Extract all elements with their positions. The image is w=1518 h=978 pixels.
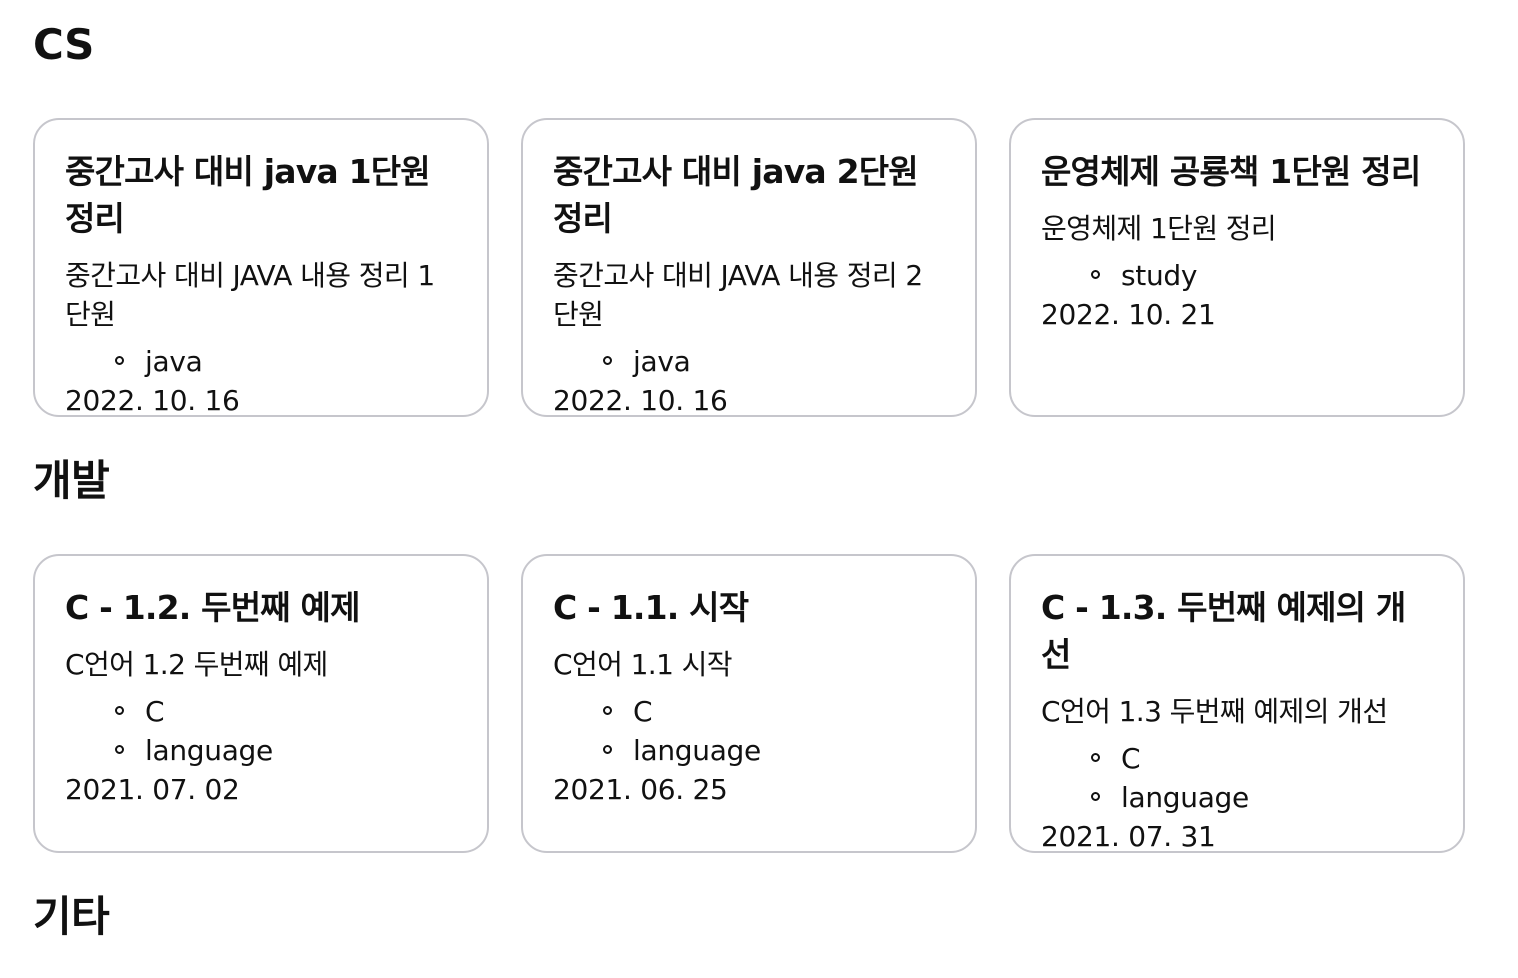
post-date: 2022. 10. 21	[1041, 298, 1216, 331]
tag-item: java	[115, 342, 457, 381]
tag-label: language	[1121, 781, 1249, 814]
post-card-body: C - 1.2. 두번째 예제 C언어 1.2 두번째 예제 C languag…	[65, 584, 457, 809]
post-description: 중간고사 대비 JAVA 내용 정리 2단원	[553, 259, 923, 331]
circle-bullet-icon	[603, 706, 612, 715]
post-title[interactable]: 중간고사 대비 java 1단원 정리	[65, 152, 431, 238]
tag-item: C	[603, 692, 945, 731]
post-card-body: C - 1.1. 시작 C언어 1.1 시작 C language 2021. …	[553, 584, 945, 809]
tag-item: C	[1091, 739, 1433, 778]
circle-bullet-icon	[115, 706, 124, 715]
circle-bullet-icon	[603, 745, 612, 754]
post-card-body: C - 1.3. 두번째 예제의 개선 C언어 1.3 두번째 예제의 개선 C…	[1041, 584, 1433, 856]
post-card[interactable]: C - 1.1. 시작 C언어 1.1 시작 C language 2021. …	[521, 554, 977, 853]
post-card-body: 중간고사 대비 java 2단원 정리 중간고사 대비 JAVA 내용 정리 2…	[553, 148, 945, 420]
tag-item: language	[115, 731, 457, 770]
post-date: 2022. 10. 16	[553, 384, 728, 417]
section-title-cs: CS	[33, 20, 94, 69]
post-title[interactable]: C - 1.1. 시작	[553, 588, 749, 627]
post-card-body: 중간고사 대비 java 1단원 정리 중간고사 대비 JAVA 내용 정리 1…	[65, 148, 457, 420]
tag-label: C	[1121, 742, 1141, 775]
post-title[interactable]: C - 1.3. 두번째 예제의 개선	[1041, 588, 1406, 674]
tag-label: language	[145, 734, 273, 767]
post-date: 2021. 07. 31	[1041, 820, 1216, 853]
post-card[interactable]: 운영체제 공룡책 1단원 정리 운영체제 1단원 정리 study 2022. …	[1009, 118, 1465, 417]
post-description: C언어 1.3 두번째 예제의 개선	[1041, 695, 1388, 728]
post-date: 2022. 10. 16	[65, 384, 240, 417]
post-description: 운영체제 1단원 정리	[1041, 212, 1277, 245]
circle-bullet-icon	[115, 356, 124, 365]
tag-list: C language	[1041, 739, 1433, 817]
tag-label: C	[145, 695, 165, 728]
post-date: 2021. 07. 02	[65, 773, 240, 806]
tag-list: study	[1041, 256, 1433, 295]
post-title[interactable]: C - 1.2. 두번째 예제	[65, 588, 360, 627]
tag-list: java	[553, 342, 945, 381]
post-date: 2021. 06. 25	[553, 773, 728, 806]
post-description: C언어 1.1 시작	[553, 648, 733, 681]
post-card-body: 운영체제 공룡책 1단원 정리 운영체제 1단원 정리 study 2022. …	[1041, 148, 1433, 334]
post-card[interactable]: 중간고사 대비 java 1단원 정리 중간고사 대비 JAVA 내용 정리 1…	[33, 118, 489, 417]
circle-bullet-icon	[1091, 753, 1100, 762]
tag-list: C language	[553, 692, 945, 770]
post-card[interactable]: C - 1.3. 두번째 예제의 개선 C언어 1.3 두번째 예제의 개선 C…	[1009, 554, 1465, 853]
tag-item: language	[1091, 778, 1433, 817]
tag-label: java	[145, 345, 203, 378]
tag-label: java	[633, 345, 691, 378]
tag-label: study	[1121, 259, 1198, 292]
circle-bullet-icon	[603, 356, 612, 365]
tag-list: java	[65, 342, 457, 381]
post-title[interactable]: 중간고사 대비 java 2단원 정리	[553, 152, 919, 238]
tag-item: C	[115, 692, 457, 731]
tag-label: C	[633, 695, 653, 728]
section-title-etc: 기타	[33, 892, 110, 941]
tag-item: java	[603, 342, 945, 381]
post-card[interactable]: C - 1.2. 두번째 예제 C언어 1.2 두번째 예제 C languag…	[33, 554, 489, 853]
post-title[interactable]: 운영체제 공룡책 1단원 정리	[1041, 152, 1421, 191]
tag-label: language	[633, 734, 761, 767]
tag-item: language	[603, 731, 945, 770]
circle-bullet-icon	[1091, 792, 1100, 801]
tag-item: study	[1091, 256, 1433, 295]
section-title-dev: 개발	[33, 456, 110, 505]
circle-bullet-icon	[115, 745, 124, 754]
post-description: C언어 1.2 두번째 예제	[65, 648, 328, 681]
post-card[interactable]: 중간고사 대비 java 2단원 정리 중간고사 대비 JAVA 내용 정리 2…	[521, 118, 977, 417]
tag-list: C language	[65, 692, 457, 770]
circle-bullet-icon	[1091, 270, 1100, 279]
post-description: 중간고사 대비 JAVA 내용 정리 1단원	[65, 259, 435, 331]
